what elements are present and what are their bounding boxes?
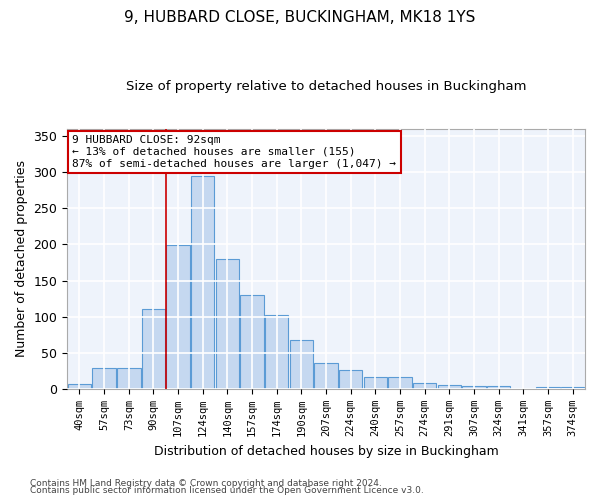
Bar bbox=[191, 176, 214, 389]
Bar bbox=[388, 376, 412, 389]
Bar bbox=[487, 386, 511, 389]
Bar bbox=[536, 388, 560, 389]
Text: 9 HUBBARD CLOSE: 92sqm
← 13% of detached houses are smaller (155)
87% of semi-de: 9 HUBBARD CLOSE: 92sqm ← 13% of detached… bbox=[73, 136, 397, 168]
Text: 9, HUBBARD CLOSE, BUCKINGHAM, MK18 1YS: 9, HUBBARD CLOSE, BUCKINGHAM, MK18 1YS bbox=[124, 10, 476, 25]
Text: Contains HM Land Registry data © Crown copyright and database right 2024.: Contains HM Land Registry data © Crown c… bbox=[30, 478, 382, 488]
Bar bbox=[265, 314, 289, 389]
Y-axis label: Number of detached properties: Number of detached properties bbox=[15, 160, 28, 358]
X-axis label: Distribution of detached houses by size in Buckingham: Distribution of detached houses by size … bbox=[154, 444, 499, 458]
Bar bbox=[216, 259, 239, 389]
Text: Contains public sector information licensed under the Open Government Licence v3: Contains public sector information licen… bbox=[30, 486, 424, 495]
Bar bbox=[241, 295, 264, 389]
Bar bbox=[117, 368, 140, 389]
Bar bbox=[463, 386, 486, 389]
Bar bbox=[290, 340, 313, 389]
Bar bbox=[68, 384, 91, 389]
Bar bbox=[142, 309, 165, 389]
Bar bbox=[437, 386, 461, 389]
Bar bbox=[561, 387, 584, 389]
Bar bbox=[314, 363, 338, 389]
Bar bbox=[339, 370, 362, 389]
Title: Size of property relative to detached houses in Buckingham: Size of property relative to detached ho… bbox=[126, 80, 526, 93]
Bar bbox=[92, 368, 116, 389]
Bar bbox=[413, 383, 436, 389]
Bar bbox=[364, 376, 387, 389]
Bar bbox=[166, 245, 190, 389]
